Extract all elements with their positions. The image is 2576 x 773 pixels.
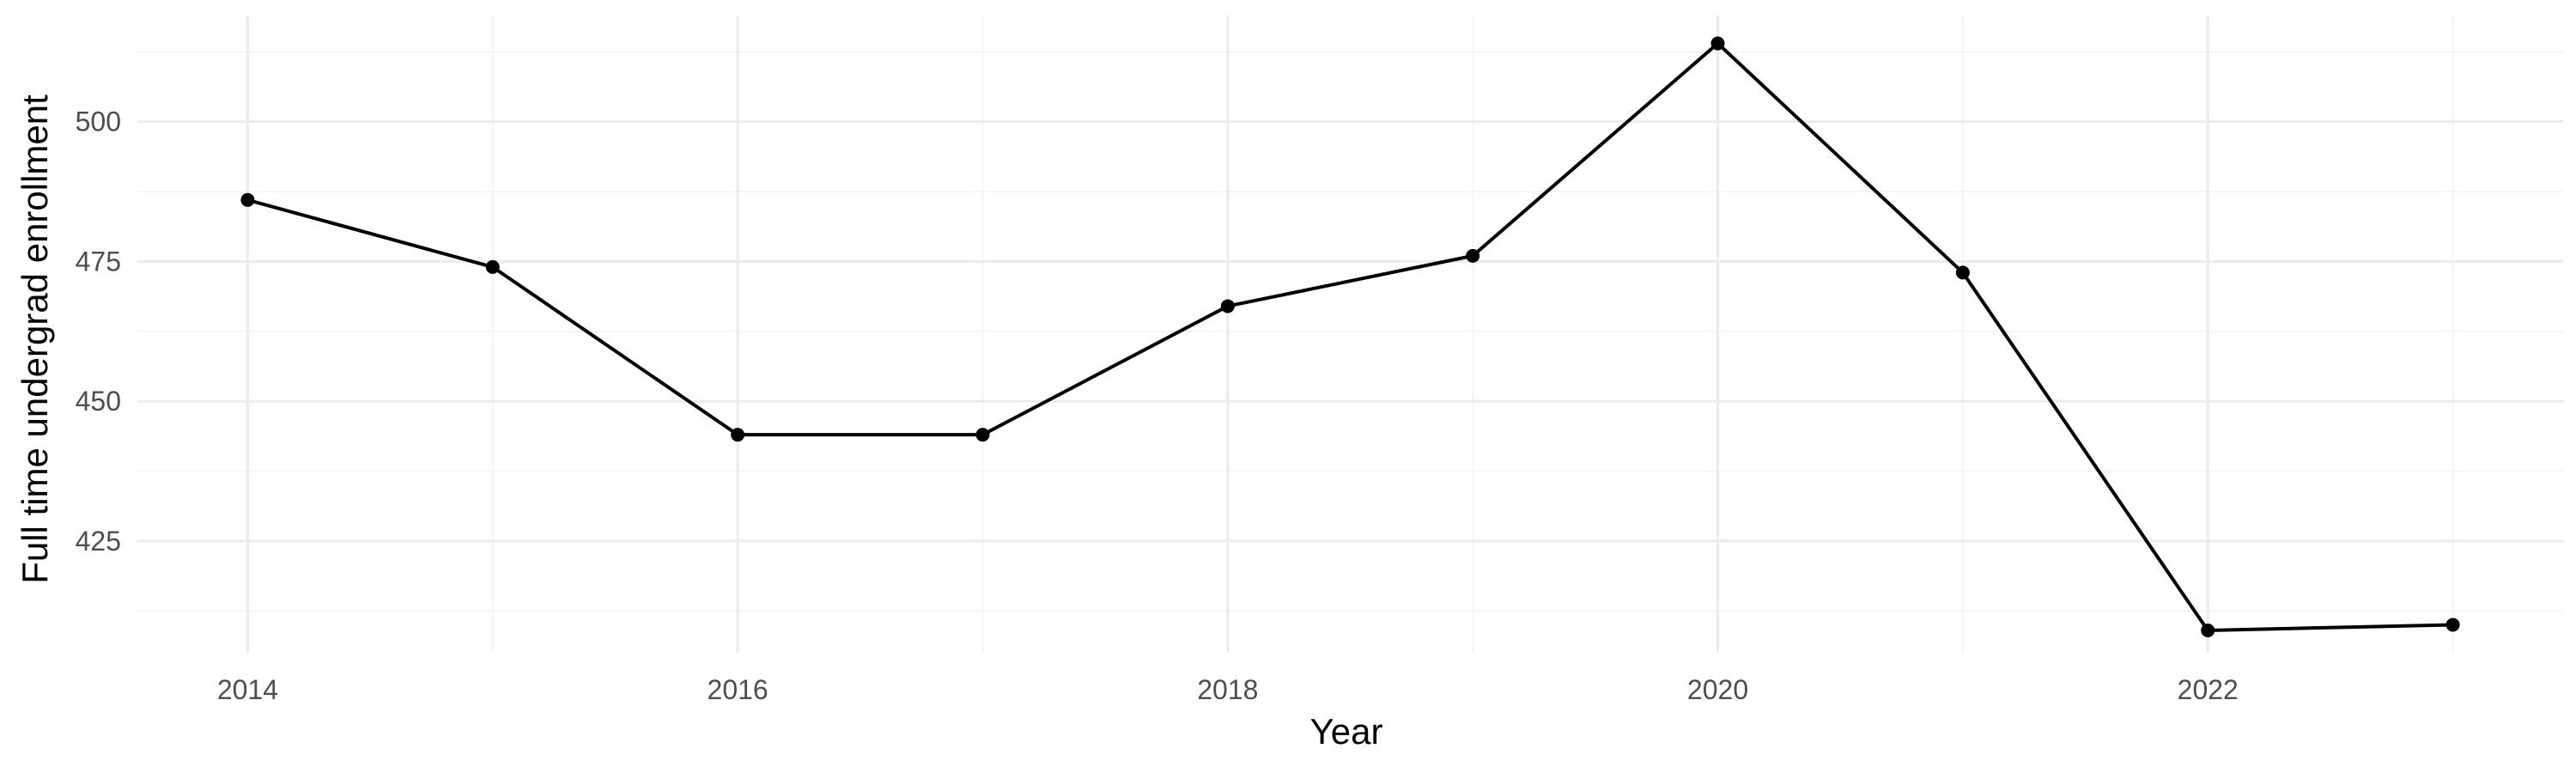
major-gridlines: [137, 15, 2563, 653]
data-point: [731, 428, 745, 442]
minor-gridlines: [137, 15, 2563, 653]
data-point: [1466, 248, 1480, 263]
data-point: [485, 259, 500, 274]
x-tick-label: 2014: [217, 674, 278, 705]
y-tick-label: 425: [76, 526, 121, 557]
data-point: [2445, 618, 2460, 632]
data-point: [975, 428, 990, 442]
x-tick-label: 2022: [2178, 674, 2239, 705]
x-axis-tick-labels: 2014 2016 2018 2020 2022: [217, 674, 2239, 705]
y-axis-title: Full time undergrad enrollment: [15, 94, 55, 584]
y-axis-tick-labels: 425 450 475 500: [76, 107, 121, 557]
x-axis-title: Year: [1310, 711, 1383, 752]
data-point: [240, 192, 255, 207]
data-point: [2201, 623, 2215, 637]
data-point: [1220, 299, 1235, 313]
x-tick-label: 2018: [1197, 674, 1258, 705]
data-point: [1955, 265, 1970, 280]
x-tick-label: 2020: [1687, 674, 1748, 705]
enrollment-series: [240, 36, 2460, 637]
series-line: [246, 41, 2453, 632]
y-tick-label: 450: [76, 386, 121, 417]
y-tick-label: 475: [76, 246, 121, 277]
x-tick-label: 2016: [708, 674, 769, 705]
y-tick-label: 500: [76, 107, 121, 137]
data-point: [1710, 36, 1725, 51]
